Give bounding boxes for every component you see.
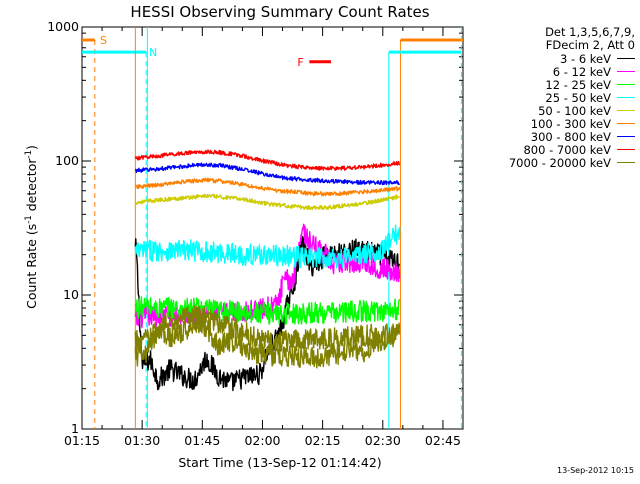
legend-entry: 12 - 25 keV [480, 77, 635, 92]
x-tick-label: 02:30 [365, 433, 401, 448]
legend-entry-label: 800 - 7000 keV [523, 142, 611, 157]
legend-swatch [617, 123, 635, 124]
legend-entry-label: 25 - 50 keV [545, 90, 611, 105]
legend-entry: 25 - 50 keV [480, 90, 635, 105]
flag-label: F [297, 56, 303, 69]
x-tick-label: 01:30 [124, 433, 160, 448]
legend-entry-label: 100 - 300 keV [530, 116, 611, 131]
legend-entry: 3 - 6 keV [480, 51, 635, 66]
series-line [134, 314, 401, 369]
series-line [134, 162, 401, 186]
legend-entry: 6 - 12 keV [480, 64, 635, 79]
legend-header-line-2: FDecim 2, Att 0 [545, 38, 635, 52]
y-tick-label: 1000 [47, 19, 79, 34]
legend-swatch [617, 136, 635, 137]
x-tick-label: 01:15 [64, 433, 100, 448]
x-axis-label: Start Time (13-Sep-12 01:14:42) [178, 455, 381, 470]
flag-label: S [100, 34, 107, 47]
y-tick-label: 1 [71, 421, 79, 436]
y-label-prefix: Count Rate (s [24, 224, 39, 309]
x-tick-label: 02:45 [425, 433, 461, 448]
legend-entry-label: 12 - 25 keV [545, 77, 611, 92]
legend-entry-label: 6 - 12 keV [552, 64, 611, 79]
series-line [134, 149, 401, 171]
legend-entry-label: 50 - 100 keV [538, 103, 611, 118]
legend-entries: 3 - 6 keV 6 - 12 keV 12 - 25 keV 25 - 50 ke… [480, 51, 635, 170]
legend-entry: 100 - 300 keV [480, 116, 635, 131]
y-axis-label: Count Rate (s-1 detector-1) [24, 145, 39, 309]
y-tick-label: 100 [55, 153, 79, 168]
x-tick-label: 02:15 [305, 433, 341, 448]
legend: Det 1,3,5,6,7,9, FDecim 2, Att 0 3 - 6 k… [480, 25, 635, 170]
chart-title: HESSI Observing Summary Count Rates [130, 3, 429, 21]
plot-frame [81, 26, 464, 430]
legend-swatch [617, 110, 635, 111]
legend-entry: 300 - 800 keV [480, 129, 635, 144]
y-tick-label: 10 [63, 287, 79, 302]
y-label-exp1: -1 [24, 215, 34, 223]
y-label-mid: detector [24, 158, 39, 216]
legend-swatch [617, 149, 635, 150]
series-line [134, 305, 401, 352]
legend-swatch [617, 58, 635, 59]
series-line [134, 177, 401, 197]
legend-entry-label: 7000 - 20000 keV [508, 155, 611, 170]
legend-entry: 50 - 100 keV [480, 103, 635, 118]
y-label-suffix: ) [24, 145, 39, 150]
legend-header-line-1: Det 1,3,5,6,7,9, [545, 25, 635, 39]
legend-entry-label: 300 - 800 keV [530, 129, 611, 144]
legend-entry-label: 3 - 6 keV [560, 51, 611, 66]
y-label-exp2: -1 [24, 150, 34, 158]
series-line [134, 224, 401, 269]
legend-swatch [617, 71, 635, 72]
footer-timestamp: 13-Sep-2012 10:15 [557, 466, 634, 475]
flag-label: N [149, 46, 157, 59]
plot-area: 01:15 01:30 01:45 02:00 02:15 02:30 02:45 1 10 10… [47, 19, 464, 448]
x-tick-label: 02:00 [244, 433, 280, 448]
legend-swatch [617, 162, 635, 163]
legend-entry: 7000 - 20000 keV [480, 155, 635, 170]
legend-entry: 800 - 7000 keV [480, 142, 635, 157]
x-tick-label: 01:45 [184, 433, 220, 448]
legend-swatch [617, 97, 635, 98]
legend-swatch [617, 84, 635, 85]
series-line [134, 193, 401, 211]
series-line [134, 296, 401, 325]
